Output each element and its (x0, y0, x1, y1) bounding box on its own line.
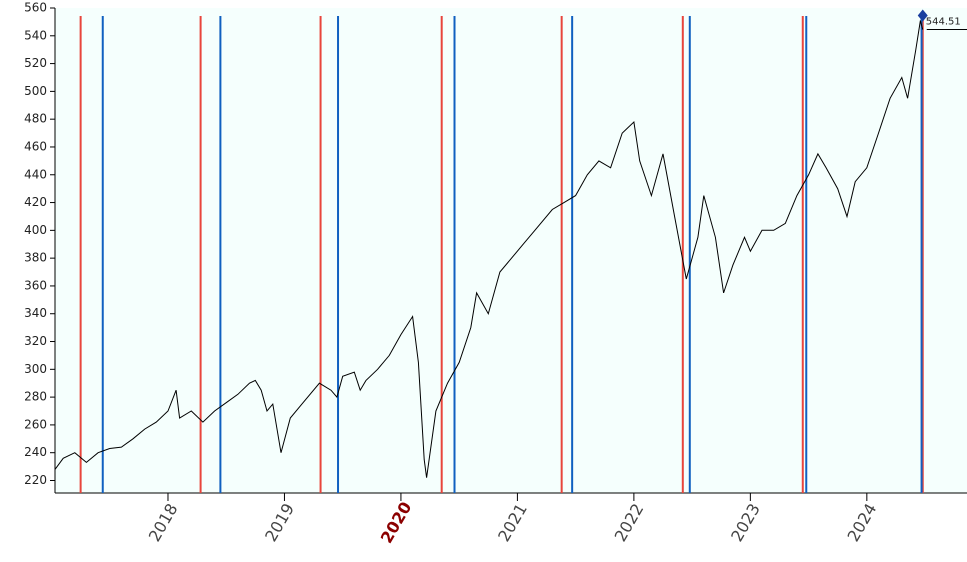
last-price-label: 544.51 (926, 17, 961, 28)
x-tick-label: 2022 (611, 500, 648, 545)
y-tick-label: 400 (24, 223, 47, 237)
y-tick-label: 320 (24, 334, 47, 348)
y-tick-label: 280 (24, 390, 47, 404)
y-tick-label: 520 (24, 56, 47, 70)
x-tick-label: 2021 (494, 500, 531, 545)
plot-background (55, 8, 967, 493)
y-tick-label: 360 (24, 278, 47, 292)
price-line (54, 20, 924, 478)
x-tick-label: 2020 (377, 498, 416, 546)
y-tick-label: 540 (24, 28, 47, 42)
x-tick-label: 2024 (844, 500, 881, 545)
y-tick-label: 480 (24, 112, 47, 126)
y-tick-label: 500 (24, 84, 47, 98)
x-tick-label: 2019 (261, 500, 298, 545)
y-tick-label: 300 (24, 362, 47, 376)
last-price-diamond (917, 9, 928, 22)
y-tick-label: 560 (24, 1, 47, 15)
y-tick-label: 460 (24, 139, 47, 153)
y-tick-label: 380 (24, 251, 47, 265)
y-tick-label: 220 (24, 473, 47, 487)
y-tick-label: 420 (24, 195, 47, 209)
y-tick-label: 440 (24, 167, 47, 181)
y-tick-label: 340 (24, 306, 47, 320)
x-tick-label: 2018 (145, 500, 182, 545)
y-tick-label: 240 (24, 445, 47, 459)
y-tick-label: 260 (24, 417, 47, 431)
x-tick-label: 2023 (727, 500, 764, 545)
